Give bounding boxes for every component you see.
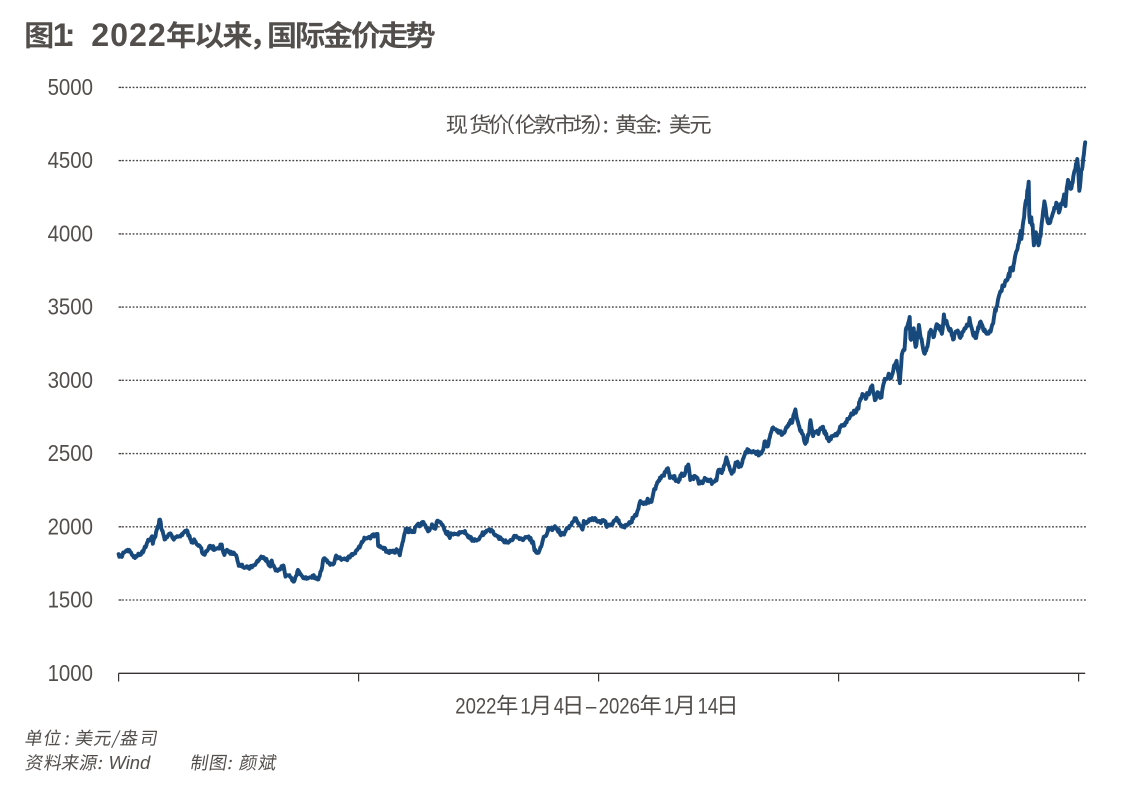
svg-text::: : bbox=[65, 17, 76, 53]
svg-text:1500: 1500 bbox=[48, 586, 93, 613]
svg-text:2500: 2500 bbox=[48, 440, 93, 467]
svg-text:2026: 2026 bbox=[599, 694, 640, 719]
svg-text:3500: 3500 bbox=[48, 293, 93, 320]
svg-text:1000: 1000 bbox=[48, 660, 93, 687]
svg-text:4000: 4000 bbox=[48, 220, 93, 247]
svg-text:14: 14 bbox=[698, 694, 719, 719]
svg-text:–: – bbox=[586, 694, 597, 719]
svg-text:2022: 2022 bbox=[455, 694, 496, 719]
svg-text:4: 4 bbox=[554, 694, 564, 719]
svg-text:1: 1 bbox=[53, 17, 71, 53]
svg-text:Wind: Wind bbox=[109, 752, 152, 773]
svg-text:4500: 4500 bbox=[48, 147, 93, 174]
svg-text:1: 1 bbox=[664, 694, 674, 719]
svg-text:2000: 2000 bbox=[48, 513, 93, 540]
svg-text:1: 1 bbox=[520, 694, 530, 719]
svg-text:5000: 5000 bbox=[48, 74, 93, 101]
svg-text:3000: 3000 bbox=[48, 367, 93, 394]
svg-text:2022: 2022 bbox=[91, 17, 167, 53]
